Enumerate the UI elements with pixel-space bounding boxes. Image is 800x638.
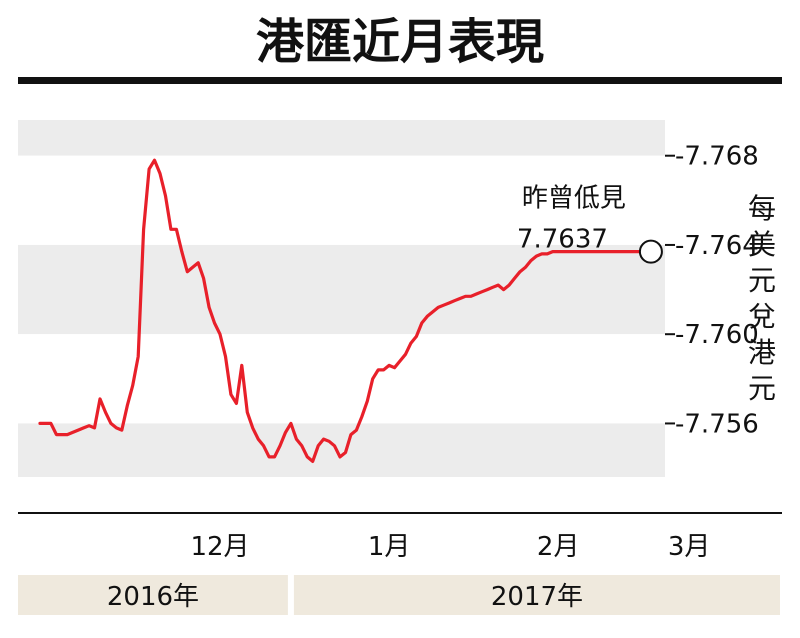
y-label-char: 每 xyxy=(748,192,776,225)
x-tick-label: 1月 xyxy=(368,532,411,562)
annotation-value: 7.7637 xyxy=(517,225,608,255)
x-tick-label: 3月 xyxy=(668,532,711,562)
y-tick-label: -7.764 xyxy=(675,231,759,261)
year-band xyxy=(18,575,288,615)
bottom-rule xyxy=(18,512,782,514)
grid-band xyxy=(18,423,665,477)
y-tick-label: -7.756 xyxy=(675,409,759,439)
annotation-label: 昨曾低見 xyxy=(522,184,626,214)
grid-band xyxy=(18,120,665,156)
y-tick-label: -7.760 xyxy=(675,320,759,350)
year-band xyxy=(293,575,780,615)
grid-band xyxy=(18,244,665,335)
y-label-char: 兌 xyxy=(748,300,776,333)
series-line xyxy=(38,158,653,463)
y-label-char: 美 xyxy=(748,228,776,261)
grid-band xyxy=(18,155,665,245)
x-tick-label: 2月 xyxy=(537,532,580,562)
grid-band xyxy=(18,334,665,424)
x-axis: 12月 1月 2月 3月 xyxy=(190,532,710,562)
y-label-char: 港 xyxy=(748,336,776,369)
chart-title: 港匯近月表現 xyxy=(256,14,544,70)
y-axis: -7.768 -7.764 -7.760 -7.756 xyxy=(665,142,759,439)
year-bar: 2016年 2017年 xyxy=(18,575,780,615)
x-tick-label: 12月 xyxy=(190,532,249,562)
plot-bands xyxy=(18,120,665,477)
y-label-char: 元 xyxy=(748,372,776,405)
title-rule xyxy=(18,77,782,84)
y-label-char: 元 xyxy=(748,264,776,297)
latest-value-marker xyxy=(638,239,663,264)
y-tick-label: -7.768 xyxy=(675,142,759,172)
year-label: 2016年 xyxy=(107,582,199,612)
year-label: 2017年 xyxy=(491,582,583,612)
